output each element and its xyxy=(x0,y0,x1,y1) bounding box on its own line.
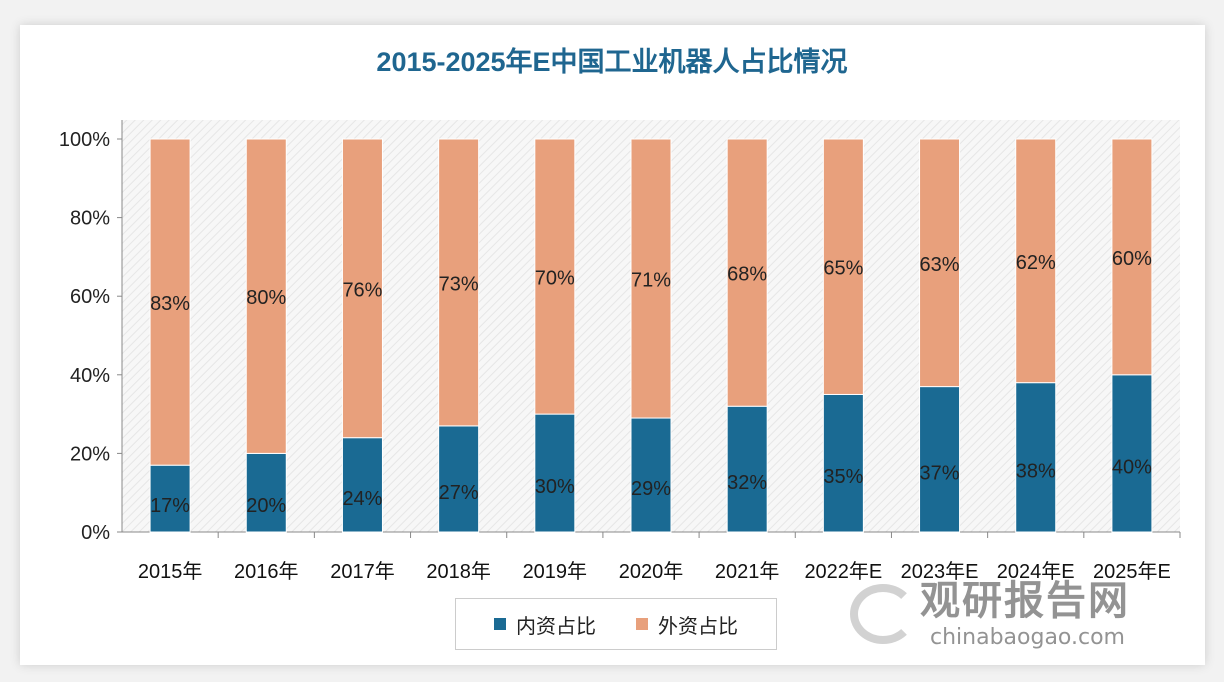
data-label: 17% xyxy=(150,495,190,517)
data-label: 29% xyxy=(631,478,671,500)
x-tick-label: 2016年 xyxy=(234,560,299,583)
bar-segment-foreign xyxy=(245,138,287,454)
data-label: 32% xyxy=(727,472,767,494)
bar-segment-domestic xyxy=(1111,374,1153,533)
x-tick-label: 2023年E xyxy=(901,560,979,583)
y-tick-label: 20% xyxy=(70,443,110,465)
x-tick-label: 2019年 xyxy=(523,560,588,583)
legend: 内资占比 外资占比 xyxy=(455,598,777,650)
data-label: 65% xyxy=(823,258,863,280)
data-label: 35% xyxy=(823,466,863,488)
y-tick-label: 40% xyxy=(70,365,110,387)
bar-segment-domestic xyxy=(1015,382,1057,533)
x-tick-label: 2020年 xyxy=(619,560,684,583)
legend-item-foreign: 外资占比 xyxy=(636,610,738,639)
legend-item-domestic: 内资占比 xyxy=(494,610,596,639)
data-label: 73% xyxy=(439,273,479,295)
data-label: 38% xyxy=(1016,460,1056,482)
data-label: 27% xyxy=(439,482,479,504)
bar-segment-domestic xyxy=(341,437,383,533)
x-tick-label: 2017年 xyxy=(330,560,395,583)
x-tick-label: 2015年 xyxy=(138,560,203,583)
bar-segment-foreign xyxy=(726,138,768,407)
x-tick-label: 2018年 xyxy=(426,560,491,583)
y-tick-label: 60% xyxy=(70,286,110,308)
bar-segment-foreign xyxy=(534,138,576,415)
data-label: 68% xyxy=(727,264,767,286)
bar-segment-foreign xyxy=(1015,138,1057,384)
bar-segment-domestic xyxy=(726,405,768,533)
y-tick-label: 0% xyxy=(81,522,110,544)
bar-segment-domestic xyxy=(245,452,287,533)
bar-segment-foreign xyxy=(438,138,480,427)
x-tick-label: 2025年E xyxy=(1093,560,1171,583)
y-tick-label: 80% xyxy=(70,208,110,230)
bar-segment-foreign xyxy=(919,138,961,388)
bar-segment-foreign xyxy=(149,138,191,466)
data-label: 63% xyxy=(920,254,960,276)
legend-swatch-foreign xyxy=(636,618,648,630)
bar-segment-domestic xyxy=(822,393,864,533)
data-label: 83% xyxy=(150,293,190,315)
x-tick-label: 2024年E xyxy=(997,560,1075,583)
data-label: 40% xyxy=(1112,456,1152,478)
data-label: 60% xyxy=(1112,248,1152,270)
bar-segment-domestic xyxy=(534,413,576,533)
data-label: 76% xyxy=(342,279,382,301)
x-tick-label: 2021年 xyxy=(715,560,780,583)
y-tick-label: 100% xyxy=(59,129,110,151)
legend-label-foreign: 外资占比 xyxy=(658,613,738,638)
chart-title: 2015-2025年E中国工业机器人占比情况 xyxy=(376,47,848,77)
bar-segment-domestic xyxy=(630,417,672,533)
data-label: 70% xyxy=(535,268,575,290)
data-label: 24% xyxy=(342,488,382,510)
legend-swatch-domestic xyxy=(494,618,506,630)
bar-segment-domestic xyxy=(438,425,480,533)
data-label: 20% xyxy=(246,495,286,517)
legend-label-domestic: 内资占比 xyxy=(516,613,596,638)
data-label: 30% xyxy=(535,476,575,498)
data-label: 37% xyxy=(920,462,960,484)
bar-segment-foreign xyxy=(822,138,864,395)
bar-segment-domestic xyxy=(919,386,961,533)
data-label: 80% xyxy=(246,287,286,309)
bar-segment-foreign xyxy=(1111,138,1153,376)
data-label: 71% xyxy=(631,270,671,292)
bar-segment-foreign xyxy=(341,138,383,439)
data-label: 62% xyxy=(1016,252,1056,274)
x-tick-label: 2022年E xyxy=(804,560,882,583)
bar-segment-foreign xyxy=(630,138,672,419)
